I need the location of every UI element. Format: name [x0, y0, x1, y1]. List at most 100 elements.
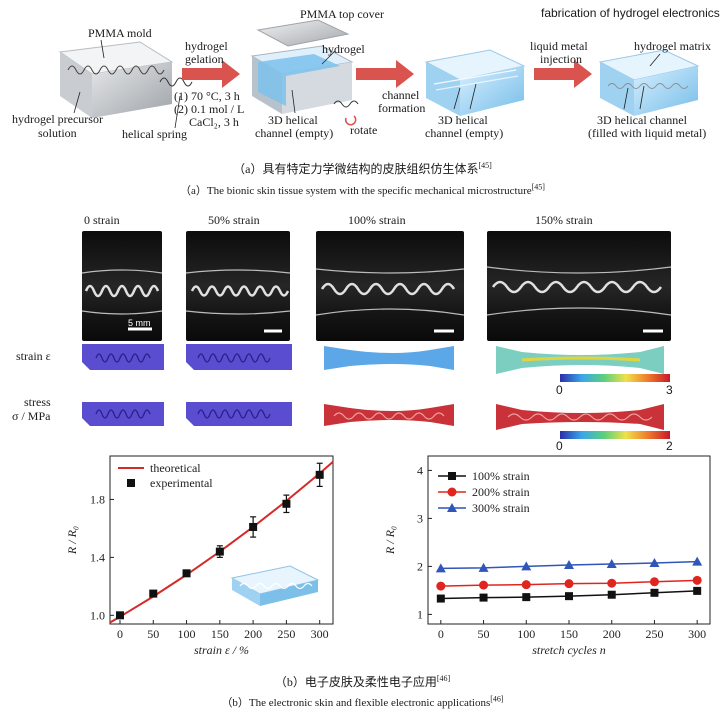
row-label-stress-2: σ / MPa — [12, 409, 51, 423]
label-filled-2: (filled with liquid metal) — [588, 126, 707, 140]
y-axis-label: R / R₀ — [65, 526, 79, 555]
label-hydrogel: hydrogel — [322, 42, 365, 56]
strain-simulation-row — [82, 344, 664, 374]
x-tick-label: 100 — [517, 627, 535, 641]
x-tick-label: 50 — [147, 627, 159, 641]
process-arrow-3 — [534, 60, 592, 88]
point-200 — [692, 575, 702, 585]
label-pmma-mold: PMMA mold — [88, 26, 152, 40]
label-channel-formation-2: formation — [378, 101, 426, 115]
colorbar-strain — [560, 374, 670, 382]
point-200 — [479, 580, 489, 590]
process-arrow-1 — [182, 60, 240, 88]
photo-100-strain — [316, 231, 464, 341]
x-tick-label: 150 — [560, 627, 578, 641]
caption-a-en: （a）The bionic skin tissue system with th… — [180, 182, 545, 197]
chart-resistance-vs-strain: 0 50 100 150 200 250 300 1.0 1.4 1.8 strain ε / % R… — [65, 455, 334, 657]
empty-channel-block — [424, 49, 526, 116]
theoretical-line — [109, 461, 334, 624]
row-label-stress-1: stress — [24, 395, 51, 409]
point-100 — [693, 586, 702, 595]
point-300 — [564, 559, 574, 569]
x-tick-label: 100 — [178, 627, 196, 641]
y-tick-label: 1.0 — [90, 608, 105, 622]
label-filled-1: 3D helical channel — [597, 113, 687, 127]
chart-resistance-vs-cycles: 0 50 100 150 200 250 300 1 2 3 4 stretch cycles n R … — [383, 455, 711, 657]
pmma-mold-block — [58, 41, 193, 118]
legend-label: 300% strain — [472, 501, 530, 515]
label-rotate: rotate — [350, 123, 378, 137]
legend-label: 200% strain — [472, 485, 530, 499]
y-tick-label: 1.8 — [90, 492, 105, 506]
legend-label: 100% strain — [472, 469, 530, 483]
gelation-block — [250, 19, 359, 126]
x-tick-label: 300 — [688, 627, 706, 641]
point-100 — [479, 593, 488, 602]
point-200 — [436, 581, 446, 591]
x-tick-label: 250 — [277, 627, 295, 641]
experimental-point — [249, 522, 258, 531]
x-axis-label: stretch cycles n — [532, 643, 606, 657]
point-200 — [521, 580, 531, 590]
x-tick-label: 300 — [311, 627, 329, 641]
y-tick-label: 4 — [417, 463, 423, 477]
strain-header-0: 0 strain — [84, 213, 120, 227]
colorbar-stress — [560, 431, 670, 439]
y-tick-label: 1 — [417, 607, 423, 621]
inset-hydrogel-image — [230, 565, 320, 606]
label-liquid-metal-2: injection — [540, 52, 582, 66]
point-100 — [607, 590, 616, 599]
process-arrow-2 — [356, 60, 414, 88]
label-hydrogel-precursor: hydrogel precursor — [12, 112, 103, 126]
point-200 — [607, 578, 617, 588]
x-tick-label: 150 — [211, 627, 229, 641]
label-condition-2a: (2) 0.1 mol / L — [174, 102, 245, 116]
point-300 — [435, 563, 446, 573]
scale-bar-label: 5 mm — [128, 318, 151, 328]
x-tick-label: 200 — [603, 627, 621, 641]
y-axis-label: R / R₀ — [383, 526, 397, 555]
colorbar-stress-min: 0 — [556, 439, 563, 453]
inset-spring — [239, 582, 313, 590]
y-tick-label: 3 — [417, 511, 423, 525]
label-hydrogel-gelation-1: hydrogel — [185, 39, 228, 53]
label-condition-1: (1) 70 °C, 3 h — [174, 89, 240, 103]
fabrication-schematic — [58, 19, 700, 129]
label-3d-helical-empty-2b: channel (empty) — [425, 126, 504, 140]
colorbar-stress-max: 2 — [666, 439, 673, 453]
x-tick-label: 0 — [438, 627, 444, 641]
plot-frame — [109, 455, 334, 625]
y-tick-label: 2 — [417, 559, 423, 573]
point-100 — [650, 588, 659, 597]
legend-experimental-swatch — [127, 479, 135, 487]
label-fabrication-title: fabrication of hydrogel electronics — [541, 6, 720, 20]
x-tick-label: 50 — [478, 627, 490, 641]
legend-marker — [447, 503, 457, 512]
colorbar-strain-max: 3 — [666, 383, 673, 397]
stress-simulation-row — [82, 402, 664, 430]
photo-50-strain — [186, 231, 290, 341]
caption-b-en: （b）The electronic skin and flexible elec… — [221, 694, 504, 709]
point-300 — [606, 559, 617, 568]
point-100 — [436, 594, 445, 603]
label-3d-helical-empty-2a: 3D helical — [438, 113, 488, 127]
legend-marker — [447, 487, 457, 497]
legend-theoretical-label: theoretical — [150, 461, 201, 475]
legend-experimental-label: experimental — [150, 476, 213, 490]
x-tick-label: 200 — [244, 627, 262, 641]
point-100 — [522, 593, 531, 602]
label-condition-2b: CaCl₂, 3 h — [189, 115, 239, 129]
strain-header-50: 50% strain — [208, 213, 260, 227]
caption-b-cn: （b）电子皮肤及柔性电子应用[46] — [274, 674, 451, 689]
filled-channel-block — [598, 49, 700, 116]
point-300 — [521, 561, 532, 571]
x-axis-label: strain ε / % — [194, 643, 249, 657]
label-solution: solution — [38, 126, 77, 140]
label-pmma-top-cover: PMMA top cover — [300, 7, 384, 21]
label-hydrogel-matrix: hydrogel matrix — [634, 39, 711, 53]
label-3d-helical-empty-1b: channel (empty) — [255, 126, 334, 140]
point-200 — [564, 579, 574, 589]
row-label-strain: strain ε — [16, 349, 51, 363]
inset-side — [232, 578, 260, 606]
point-100 — [565, 592, 573, 601]
